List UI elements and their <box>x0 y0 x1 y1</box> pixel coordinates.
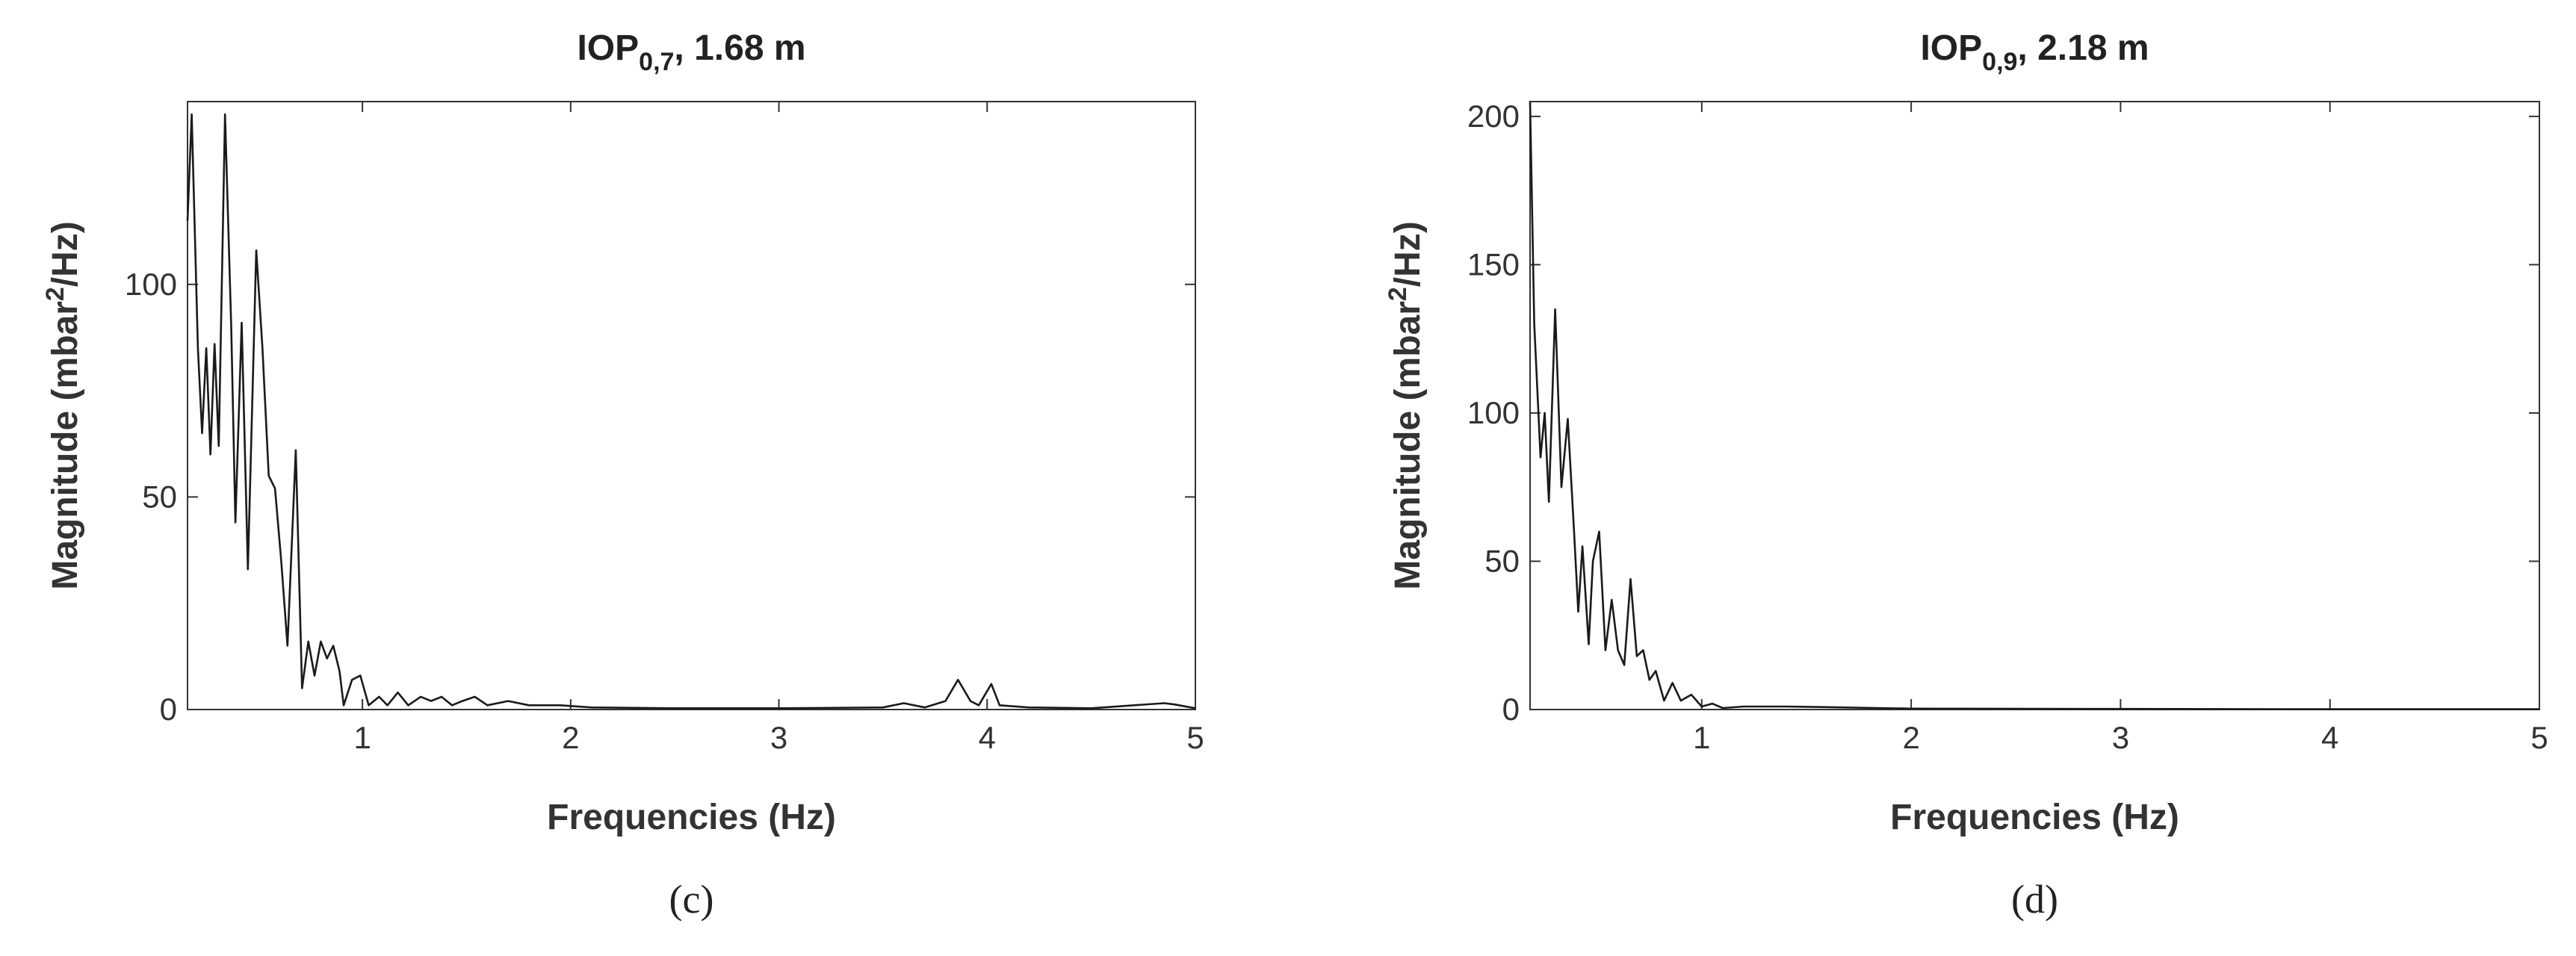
y-tick-label: 100 <box>125 267 177 302</box>
ylabel-suffix: /Hz) <box>46 221 85 287</box>
data-line <box>1529 101 2539 710</box>
ylabel-main: Magnitude (mbar <box>1388 301 1428 590</box>
x-tick-label: 1 <box>1693 720 1710 755</box>
plot-frame <box>187 101 1196 710</box>
y-tick-label: 200 <box>1467 99 1520 134</box>
title-main: IOP <box>1920 28 1982 68</box>
x-tick-label: 4 <box>2321 720 2338 755</box>
title-suffix: , 1.68 m <box>674 28 805 68</box>
panel-label: (c) <box>669 877 714 922</box>
x-tick-label: 5 <box>1186 720 1204 755</box>
y-axis-label: Magnitude (mbar2/Hz) <box>41 221 85 590</box>
y-tick-label: 50 <box>142 479 177 514</box>
y-tick-label: 0 <box>160 692 177 727</box>
chart-title: IOP0,9, 2.18 m <box>1920 28 2149 76</box>
x-tick-label: 2 <box>1902 720 1919 755</box>
x-axis-label: Frequencies (Hz) <box>1890 798 2179 837</box>
ylabel-superscript: 2 <box>41 287 69 301</box>
y-axis-label: Magnitude (mbar2/Hz) <box>1384 221 1428 590</box>
x-tick-label: 2 <box>562 720 579 755</box>
title-main: IOP <box>577 28 639 68</box>
ylabel-main: Magnitude (mbar <box>46 301 85 590</box>
title-subscript: 0,9 <box>1982 48 2017 76</box>
x-tick-label: 1 <box>353 720 371 755</box>
x-tick-label: 3 <box>2112 720 2129 755</box>
ylabel-suffix: /Hz) <box>1388 221 1428 287</box>
chart-title: IOP0,7, 1.68 m <box>577 28 805 76</box>
x-tick-label: 5 <box>2530 720 2548 755</box>
title-suffix: , 2.18 m <box>2017 28 2149 68</box>
x-axis-label: Frequencies (Hz) <box>547 798 836 837</box>
panel-label: (d) <box>2011 877 2058 922</box>
y-tick-label: 100 <box>1467 395 1520 430</box>
chart-panel: 0 50 100 1 2 3 4 5 IOP0,7, 1.68 m Frequencies (Hz… <box>41 28 1204 922</box>
ylabel-superscript: 2 <box>1384 287 1412 301</box>
plot-frame <box>1529 101 2540 710</box>
y-tick-label: 50 <box>1484 543 1520 578</box>
title-subscript: 0,7 <box>639 48 674 76</box>
data-line <box>186 113 1196 710</box>
y-tick-label: 150 <box>1467 246 1520 282</box>
chart-panel: 0 50 100 150 200 1 2 3 4 5 IOP0,9, 2.18 m Frequenci… <box>1384 28 2548 922</box>
y-tick-label: 0 <box>1502 692 1520 727</box>
x-tick-label: 4 <box>979 720 996 755</box>
x-tick-label: 3 <box>770 720 787 755</box>
